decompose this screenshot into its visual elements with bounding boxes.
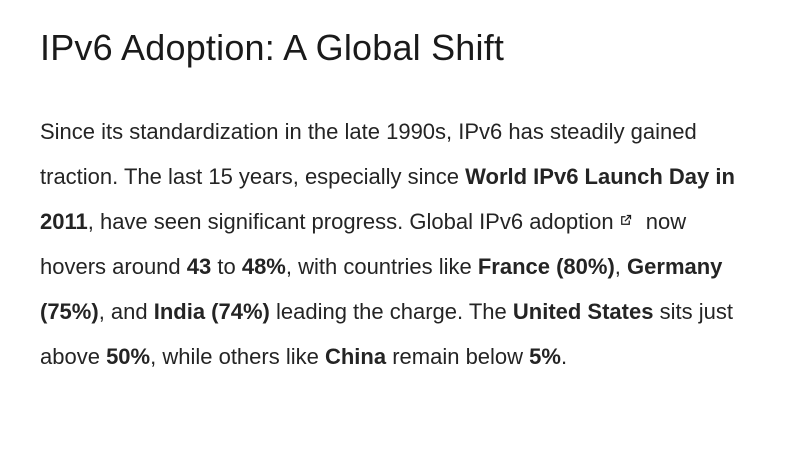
paragraph-text: .	[560, 344, 568, 370]
paragraph-text: World IPv6 Launch Day in 2011	[40, 164, 735, 235]
paragraph-text: 48%	[241, 254, 286, 280]
paragraph-text: , have seen significant progress.	[87, 209, 410, 235]
paragraph-text: ,	[614, 254, 628, 280]
paragraph-text: 5%	[529, 344, 561, 370]
paragraph-text: , while others like	[150, 344, 325, 370]
global-ipv6-adoption-link[interactable]: Global IPv6 adoption	[409, 209, 614, 235]
paragraph-text: to	[211, 254, 242, 280]
paragraph-text: France (80%)	[477, 254, 615, 280]
paragraph-text: Since its standardization in the late 19…	[40, 119, 697, 190]
paragraph-text: United States	[512, 299, 654, 325]
paragraph-text: 43	[186, 254, 212, 280]
paragraph-text: , and	[98, 299, 154, 325]
paragraph-text: 50%	[106, 344, 151, 370]
paragraph-text: China	[324, 344, 387, 370]
paragraph-text: Germany (75%)	[40, 254, 723, 325]
article-paragraph: Since its standardization in the late 19…	[40, 109, 745, 379]
paragraph-text: sits just above	[40, 299, 733, 370]
page-title: IPv6 Adoption: A Global Shift	[40, 27, 505, 68]
paragraph-text: remain below	[386, 344, 530, 370]
external-link-icon[interactable]	[618, 213, 633, 228]
article-page: IPv6 Adoption: A Global Shift Since its …	[40, 27, 745, 379]
paragraph-text: leading the charge. The	[269, 299, 513, 325]
paragraph-text: , with countries like	[285, 254, 478, 280]
paragraph-text: now hovers around	[40, 209, 687, 280]
paragraph-text: India (74%)	[153, 299, 270, 325]
